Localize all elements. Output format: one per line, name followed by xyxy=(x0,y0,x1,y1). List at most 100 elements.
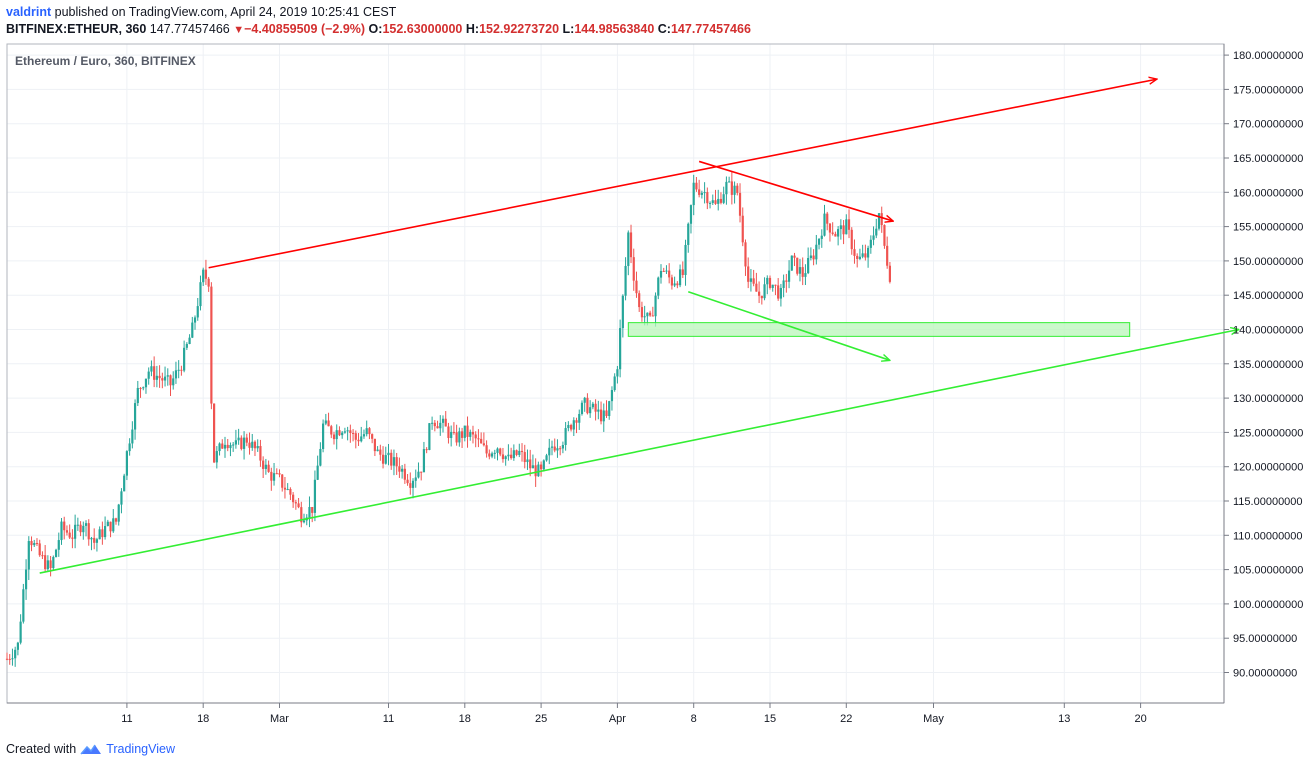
candle-body xyxy=(703,192,706,194)
candle-body xyxy=(436,426,439,429)
candle-body xyxy=(172,378,175,386)
candle-body xyxy=(30,541,33,546)
candle-body xyxy=(262,460,265,469)
candle-body xyxy=(627,232,630,266)
candle-body xyxy=(117,504,120,522)
candle-body xyxy=(774,284,777,286)
candle-body xyxy=(758,291,761,296)
candle-body xyxy=(71,537,74,539)
candle-body xyxy=(24,569,28,590)
candle-body xyxy=(414,477,417,481)
candle-body xyxy=(782,280,785,288)
candle-body xyxy=(450,431,453,438)
candle-body xyxy=(357,439,360,442)
candle-body xyxy=(74,524,77,539)
candle-body xyxy=(480,438,483,444)
open-label: O: xyxy=(368,22,383,36)
candle-body xyxy=(700,192,703,195)
candle-body xyxy=(858,256,862,259)
candle-body xyxy=(373,438,376,452)
candle-body xyxy=(294,502,297,504)
candle-body xyxy=(251,441,254,448)
price-tick-label: 175.00000000 xyxy=(1233,84,1303,96)
candle-body xyxy=(341,432,344,436)
candle-body xyxy=(668,270,671,278)
candle-body xyxy=(872,235,875,240)
candle-body xyxy=(123,475,126,492)
candle-body xyxy=(68,532,71,538)
candle-body xyxy=(839,225,842,230)
candle-body xyxy=(112,518,115,532)
candle-body xyxy=(49,560,52,569)
candle-body xyxy=(401,468,404,472)
candle-body xyxy=(455,432,458,443)
candle-body xyxy=(144,378,148,388)
time-tick-label: Mar xyxy=(270,713,289,725)
candle-body xyxy=(264,464,267,469)
candle-body xyxy=(869,239,872,248)
candle-body xyxy=(676,283,679,286)
candle-body xyxy=(787,270,791,282)
candle-body xyxy=(275,473,278,475)
candle-body xyxy=(422,449,426,473)
price-axis[interactable]: 90.00000000 95.00000000 100.00000000 105.00… xyxy=(1224,50,1303,680)
candle-body xyxy=(240,437,243,449)
candle-body xyxy=(629,232,633,258)
candle-body xyxy=(319,448,322,466)
candle-body xyxy=(722,194,725,203)
candle-body xyxy=(302,520,306,523)
candle-body xyxy=(812,255,815,260)
candle-body xyxy=(259,446,262,461)
candle-body xyxy=(8,658,11,660)
candle-body xyxy=(158,375,161,379)
candle-body xyxy=(719,198,723,203)
time-axis[interactable]: 11 18 Mar 11 18 25 Apr 8 15 22 May 13 20 xyxy=(121,703,1147,725)
candle-body xyxy=(79,524,82,533)
symbol-label: BITFINEX:ETHEUR, 360 xyxy=(6,22,147,36)
candle-body xyxy=(292,494,295,503)
price-tick-label: 120.00000000 xyxy=(1233,462,1303,474)
candle-body xyxy=(540,464,543,470)
candle-body xyxy=(793,255,796,258)
candle-body xyxy=(360,436,363,442)
candle-body xyxy=(837,229,840,237)
candle-body xyxy=(390,452,393,466)
green-lower-trendline xyxy=(39,330,1239,574)
candle-body xyxy=(845,219,848,235)
candle-body xyxy=(512,450,515,459)
candle-body xyxy=(880,213,883,226)
price-tick-label: 160.00000000 xyxy=(1233,187,1303,199)
candle-body xyxy=(379,449,382,455)
candle-body xyxy=(46,560,49,570)
candle-body xyxy=(452,431,455,433)
username-link[interactable]: valdrint xyxy=(6,5,52,19)
candle-body xyxy=(610,390,614,402)
candle-body xyxy=(311,507,314,513)
candle-body xyxy=(44,555,47,570)
candle-body xyxy=(351,433,355,435)
candle-body xyxy=(270,471,273,481)
candle-body xyxy=(183,347,186,371)
price-tick-label: 95.00000000 xyxy=(1233,633,1297,645)
candle-body xyxy=(798,267,802,274)
tradingview-brand-link[interactable]: TradingView xyxy=(106,742,175,756)
candle-body xyxy=(60,521,63,541)
candle-body xyxy=(687,223,690,245)
candle-body xyxy=(161,378,164,381)
candle-body xyxy=(338,430,341,436)
candle-body xyxy=(763,284,766,299)
candle-body xyxy=(253,441,257,449)
candle-body xyxy=(817,238,821,245)
candle-body xyxy=(550,446,554,448)
candle-body xyxy=(281,474,284,488)
candle-body xyxy=(556,448,559,451)
candle-body xyxy=(417,471,420,478)
price-tick-label: 130.00000000 xyxy=(1233,393,1303,405)
time-tick-label: May xyxy=(923,713,944,725)
candle-body xyxy=(202,269,205,283)
time-tick-label: 22 xyxy=(840,713,852,725)
candle-body xyxy=(213,403,216,463)
candle-body xyxy=(654,295,657,317)
candle-body xyxy=(376,449,379,452)
